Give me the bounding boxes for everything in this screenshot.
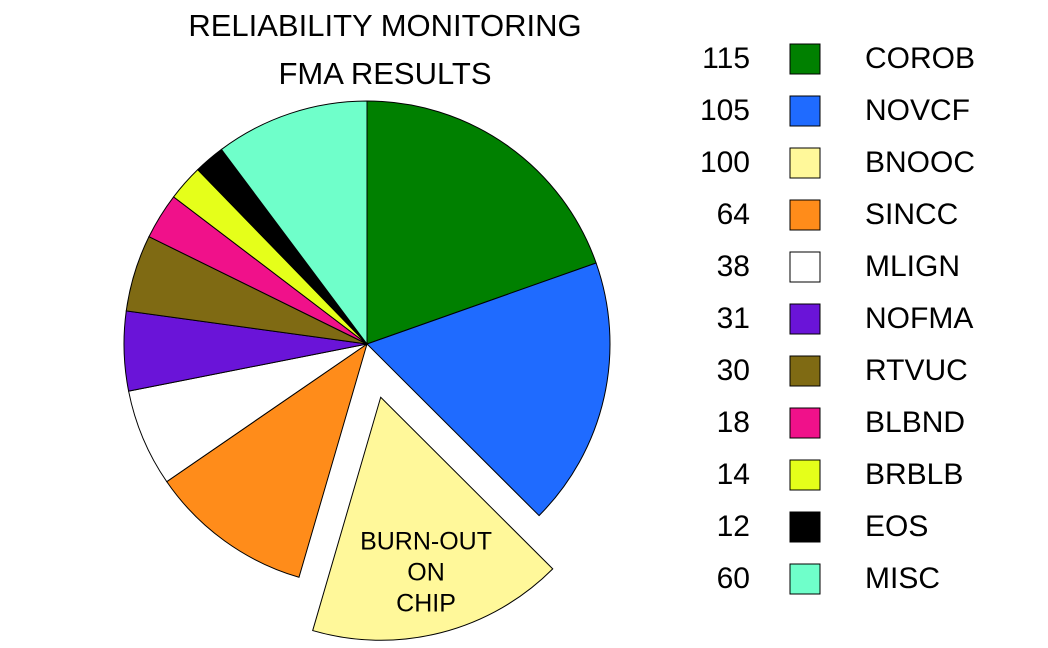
- legend-label: NOFMA: [865, 302, 973, 335]
- legend-swatch: [789, 407, 821, 439]
- pie-slice: [366, 100, 597, 345]
- slice-annotation: ON: [407, 558, 445, 586]
- legend-value: 12: [717, 510, 750, 543]
- pie-slice: [220, 100, 368, 346]
- legend-swatch: [789, 511, 821, 543]
- legend-label: BRBLB: [865, 458, 963, 491]
- legend-value: 115: [702, 42, 750, 75]
- pie-slice: [366, 262, 611, 517]
- legend-value: 30: [717, 354, 750, 387]
- legend-value: 31: [717, 302, 750, 335]
- legend-value: 14: [717, 458, 750, 491]
- legend-swatch: [789, 303, 821, 335]
- legend-label: BNOOC: [865, 146, 975, 179]
- legend-label: COROB: [865, 42, 975, 75]
- legend-label: SINCC: [865, 198, 958, 231]
- legend-swatch: [789, 459, 821, 491]
- legend-label: EOS: [865, 510, 928, 543]
- legend-value: 18: [717, 406, 750, 439]
- legend-value: 105: [700, 94, 750, 127]
- legend-value: 60: [717, 562, 750, 595]
- legend-swatch: [789, 95, 821, 127]
- legend-swatch: [789, 43, 821, 75]
- legend-swatch: [789, 251, 821, 283]
- legend-label: RTVUC: [865, 354, 968, 387]
- legend-label: BLBND: [865, 406, 965, 439]
- legend-swatch: [789, 355, 821, 387]
- slice-annotation: BURN-OUT: [360, 527, 492, 555]
- chart-title: FMA RESULTS: [278, 56, 491, 91]
- pie-slice: [312, 396, 554, 641]
- legend-label: NOVCF: [865, 94, 970, 127]
- legend-label: MLIGN: [865, 250, 960, 283]
- legend-value: 100: [700, 146, 750, 179]
- legend-label: MISC: [865, 562, 940, 595]
- legend-value: 38: [717, 250, 750, 283]
- slice-annotation: CHIP: [396, 589, 456, 617]
- chart-title: RELIABILITY MONITORING: [188, 8, 581, 43]
- legend-swatch: [789, 147, 821, 179]
- pie-slice: [166, 342, 368, 578]
- legend-swatch: [789, 563, 821, 595]
- legend-value: 64: [717, 198, 750, 231]
- legend-swatch: [789, 199, 821, 231]
